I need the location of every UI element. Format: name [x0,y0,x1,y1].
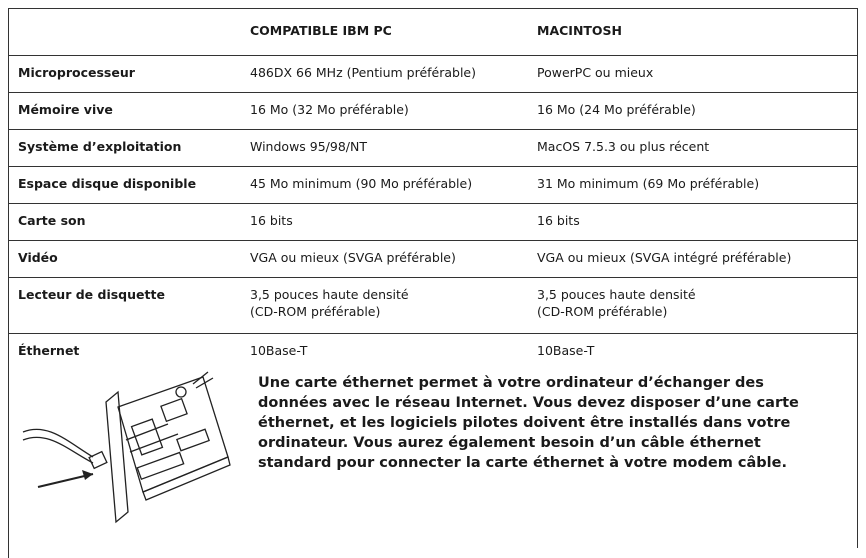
column-header: MACINTOSH [537,23,623,38]
cell-text: 45 Mo minimum (90 Mo préférable) [250,176,473,191]
cell-text: 3,5 pouces haute densité [250,287,409,302]
row-border [8,333,858,334]
cell-text: VGA ou mieux (SVGA préférable) [250,250,456,265]
row-label: Système d’exploitation [18,139,182,154]
row-border [8,277,858,278]
row-label: Microprocesseur [18,65,135,80]
cell-text: 3,5 pouces haute densité [537,287,696,302]
column-header: COMPATIBLE IBM PC [250,23,392,38]
note-line: éthernet, et les logiciels pilotes doive… [258,415,791,431]
cell-text: Windows 95/98/NT [250,139,367,154]
cell-text: 31 Mo minimum (69 Mo préférable) [537,176,760,191]
row-label: Lecteur de disquette [18,287,165,302]
cell-text: (CD-ROM préférable) [537,304,668,319]
row-border [8,203,858,204]
cell-text: 16 Mo (24 Mo préférable) [537,102,696,117]
note-line: standard pour connecter la carte étherne… [258,455,787,471]
cell-text: (CD-ROM préférable) [250,304,381,319]
row-border [8,129,858,130]
row-border [8,55,858,56]
row-label: Mémoire vive [18,102,113,117]
note-line: ordinateur. Vous aurez également besoin … [258,435,761,451]
border [857,8,858,548]
row-label: Carte son [18,213,86,228]
cell-text: 16 bits [537,213,580,228]
row-border [8,166,858,167]
cell-text: VGA ou mieux (SVGA intégré préférable) [537,250,792,265]
note-line: Une carte éthernet permet à votre ordina… [258,375,764,391]
cell-text: 16 bits [250,213,293,228]
row-border [8,240,858,241]
row-label: Vidéo [18,250,58,265]
row-label: Espace disque disponible [18,176,197,191]
cell-text: 486DX 66 MHz (Pentium préférable) [250,65,477,80]
cell-text: 16 Mo (32 Mo préférable) [250,102,409,117]
cell-text: 10Base-T [537,343,595,358]
ethernet-card-illustration [22,371,231,524]
row-border [8,8,858,9]
note-line: données avec le réseau Internet. Vous de… [258,395,799,411]
border [8,8,9,558]
row-label: Éthernet [18,343,80,358]
cell-text: MacOS 7.5.3 ou plus récent [537,139,710,154]
row-border [8,92,858,93]
cell-text: 10Base-T [250,343,308,358]
ethernet-note: Une carte éthernet permet à votre ordina… [258,373,799,473]
cell-text: PowerPC ou mieux [537,65,654,80]
